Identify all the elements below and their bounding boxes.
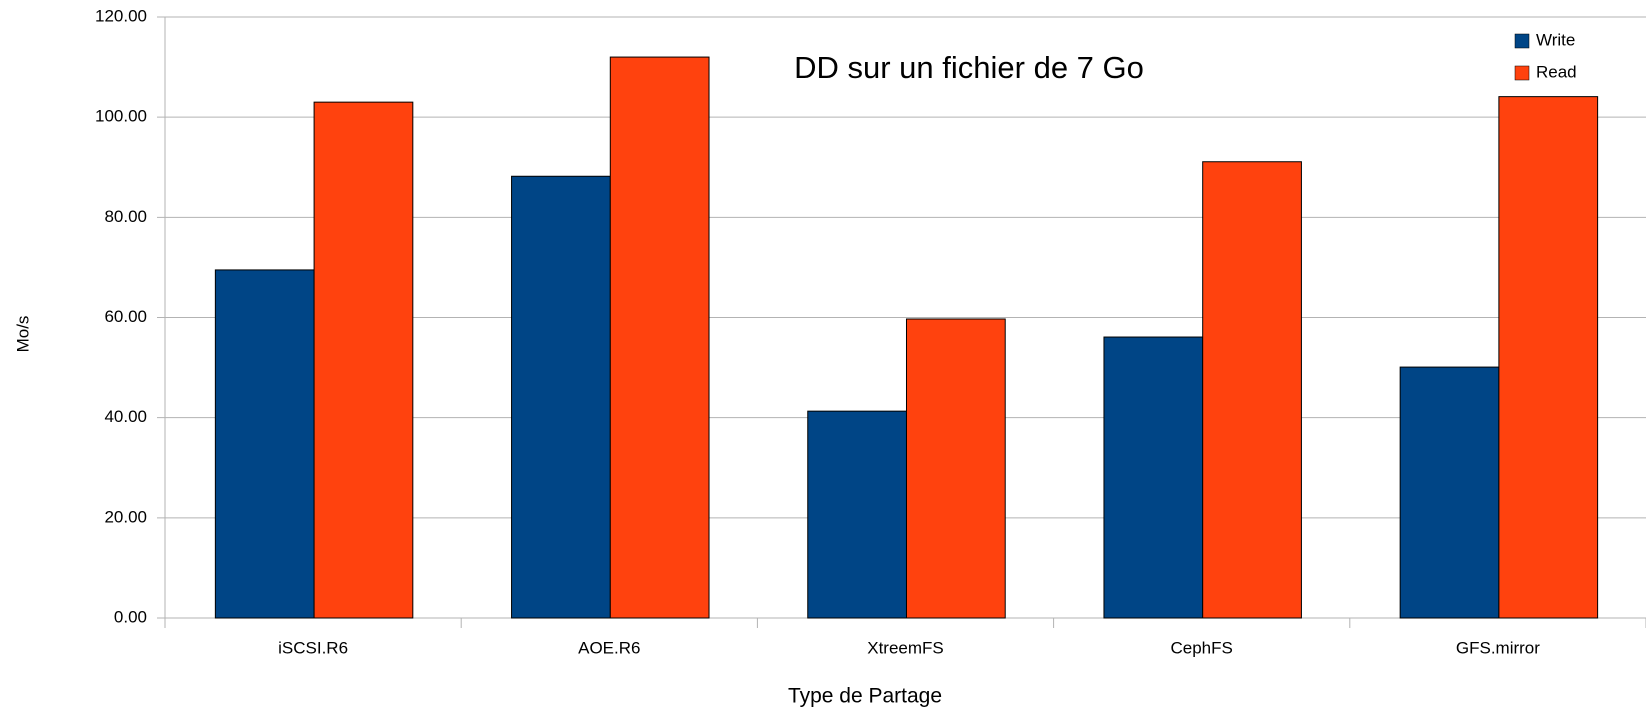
y-tick-label: 0.00 bbox=[114, 607, 147, 626]
bar bbox=[1103, 336, 1204, 619]
bar bbox=[905, 318, 1006, 619]
legend-label: Write bbox=[1536, 30, 1575, 49]
y-axis-label: Mo/s bbox=[13, 316, 32, 353]
y-tick-label: 20.00 bbox=[104, 507, 147, 526]
y-tick-label: 80.00 bbox=[104, 207, 147, 226]
bar bbox=[511, 175, 611, 619]
y-tick-label: 60.00 bbox=[104, 307, 147, 326]
y-tick-label: 100.00 bbox=[95, 107, 147, 126]
legend-label: Read bbox=[1536, 62, 1577, 81]
x-axis-label: Type de Partage bbox=[788, 685, 942, 708]
bar bbox=[1202, 161, 1302, 619]
x-tick-label: iSCSI.R6 bbox=[278, 638, 348, 657]
chart-title: DD sur un fichier de 7 Go bbox=[794, 50, 1144, 85]
bar bbox=[609, 56, 710, 619]
y-tick-label: 40.00 bbox=[104, 407, 147, 426]
bar bbox=[214, 269, 315, 619]
bar bbox=[1399, 366, 1500, 619]
x-tick-label: XtreemFS bbox=[867, 638, 944, 657]
legend-swatch bbox=[1514, 65, 1530, 81]
x-tick-label: GFS.mirror bbox=[1456, 638, 1540, 657]
bar bbox=[1498, 96, 1599, 619]
x-tick-label: AOE.R6 bbox=[578, 638, 640, 657]
x-tick-label: CephFS bbox=[1171, 638, 1233, 657]
y-tick-label: 120.00 bbox=[95, 6, 147, 25]
legend-swatch bbox=[1514, 33, 1530, 49]
bar bbox=[313, 101, 414, 619]
bar bbox=[807, 410, 907, 619]
